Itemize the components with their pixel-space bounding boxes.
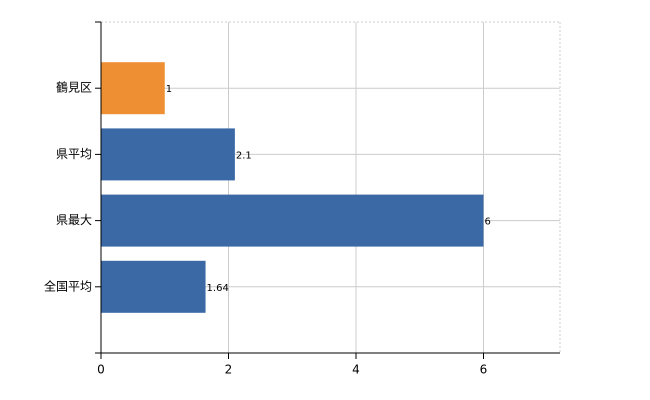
bar	[101, 260, 206, 313]
y-tick-label: 県最大	[56, 213, 92, 227]
y-tick-label: 県平均	[56, 147, 92, 161]
y-tick-label: 鶴見区	[56, 80, 92, 95]
bar	[101, 62, 165, 115]
x-tick-label: 4	[352, 363, 360, 377]
value-label: 1.64	[207, 283, 229, 294]
value-label: 6	[485, 217, 491, 228]
x-tick-label: 6	[480, 363, 488, 377]
y-tick-label: 全国平均	[44, 278, 92, 293]
value-label: 1	[166, 84, 172, 95]
x-tick-label: 0	[97, 363, 105, 377]
bar	[101, 128, 235, 181]
x-tick-label: 2	[225, 363, 233, 377]
bar	[101, 194, 484, 247]
value-label: 2.1	[236, 150, 252, 161]
